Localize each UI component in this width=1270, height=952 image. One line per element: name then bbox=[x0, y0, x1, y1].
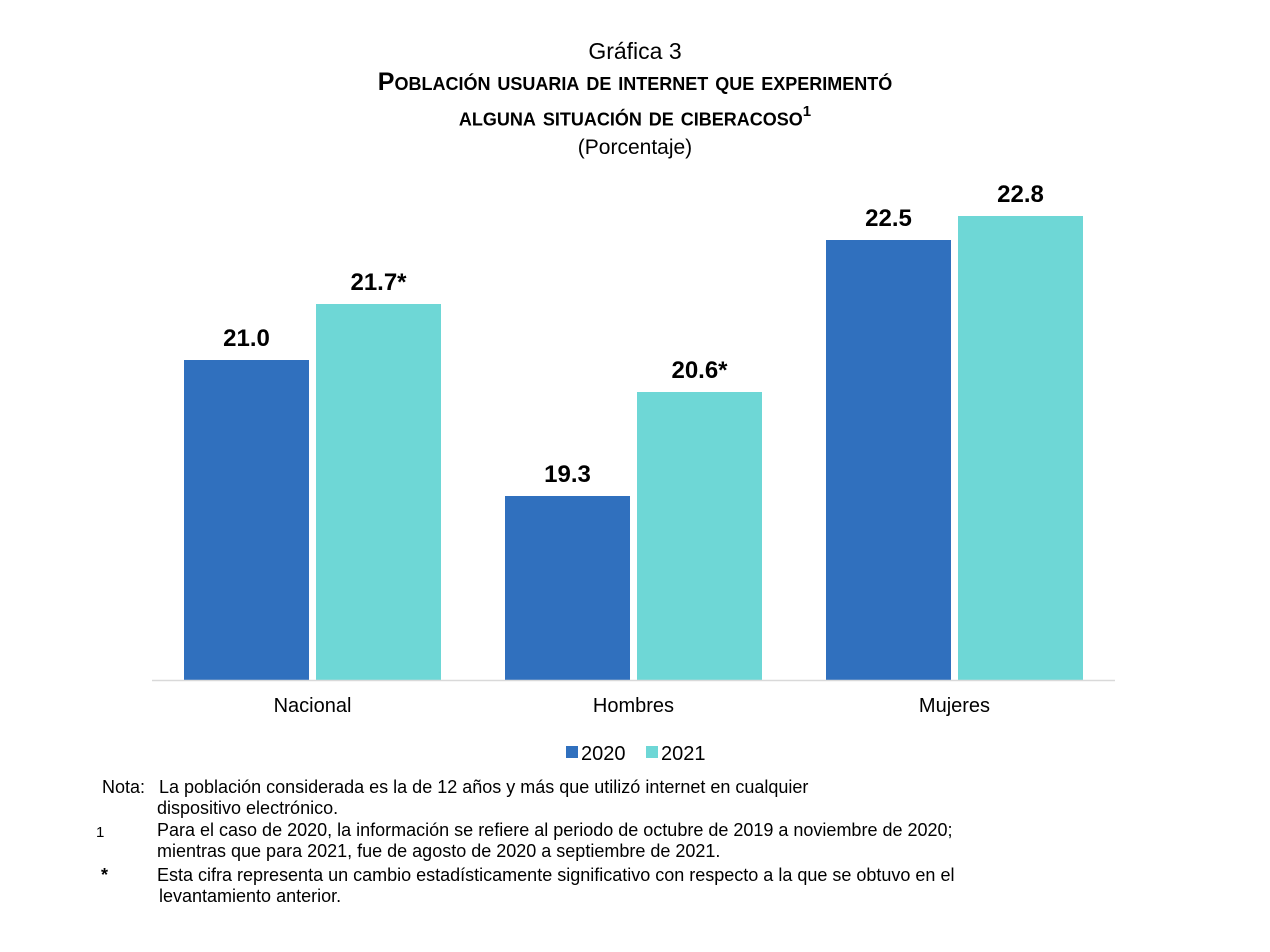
bar-hombres-2021 bbox=[637, 392, 762, 680]
footnote2-line2: levantamiento anterior. bbox=[159, 886, 342, 906]
legend-label: 2020 bbox=[581, 743, 626, 765]
chart-label: Gráfica 3 bbox=[588, 38, 682, 64]
chart-title-line2: alguna situación de ciberacoso1 bbox=[0, 103, 1270, 132]
footnote1-mark: 1 bbox=[96, 824, 105, 841]
chart-title-line1: Población usuaria de internet que experi… bbox=[377, 68, 893, 96]
footnote2-line1: Esta cifra representa un cambio estadíst… bbox=[157, 865, 955, 885]
bar-chart: 21.0 21.7* Nacional 19.3 20.6* Hombres 22.5 22.… bbox=[152, 181, 1115, 765]
note-line1: La población considerada es la de 12 año… bbox=[159, 777, 809, 797]
category-label: Nacional bbox=[274, 695, 352, 717]
note-line2: dispositivo electrónico. bbox=[157, 798, 339, 818]
category-label: Mujeres bbox=[919, 695, 990, 717]
footnote-ref: 1 bbox=[802, 103, 812, 120]
footnote1-line2: mientras que para 2021, fue de agosto de… bbox=[157, 841, 721, 861]
data-label: 20.6* bbox=[671, 357, 728, 384]
legend-swatch-2020 bbox=[566, 746, 578, 758]
chart-title-line2-text: alguna situación de ciberacoso bbox=[458, 103, 803, 132]
chart-subtitle: (Porcentaje) bbox=[577, 136, 693, 159]
data-label: 21.7* bbox=[350, 269, 407, 296]
bar-nacional-2020 bbox=[184, 360, 309, 680]
bar-mujeres-2020 bbox=[826, 240, 951, 680]
data-label: 22.8 bbox=[997, 181, 1044, 208]
bar-hombres-2020 bbox=[505, 496, 630, 680]
bar-nacional-2021 bbox=[316, 304, 441, 680]
legend-label: 2021 bbox=[661, 743, 706, 765]
footnote1-line1: Para el caso de 2020, la información se … bbox=[157, 820, 953, 840]
data-label: 19.3 bbox=[544, 461, 591, 488]
data-label: 22.5 bbox=[865, 205, 912, 232]
note-label: Nota: bbox=[102, 777, 146, 797]
data-label: 21.0 bbox=[223, 325, 270, 352]
category-label: Hombres bbox=[593, 695, 674, 717]
legend-swatch-2021 bbox=[646, 746, 658, 758]
footnote2-mark: * bbox=[101, 865, 109, 885]
bar-mujeres-2021 bbox=[958, 216, 1083, 680]
